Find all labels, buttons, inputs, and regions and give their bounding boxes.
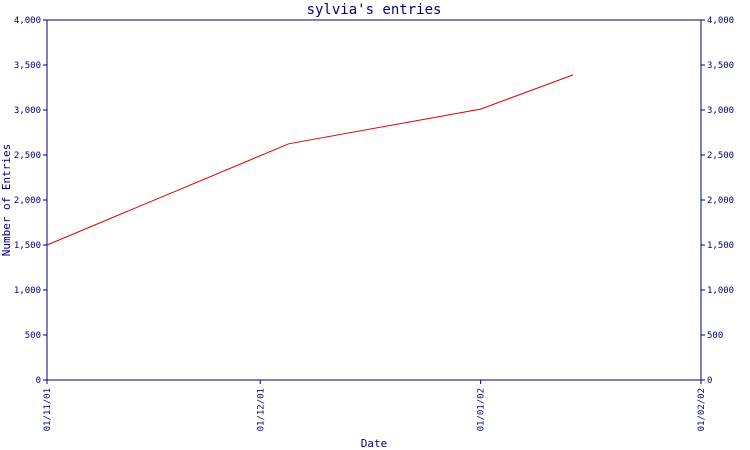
right-y-tick-label: 4,000 xyxy=(707,16,734,26)
series-line xyxy=(46,74,574,246)
left-y-tick-label: 0 xyxy=(36,376,41,386)
x-axis-label: Date xyxy=(361,437,388,450)
left-y-tick-label: 2,500 xyxy=(14,151,41,161)
x-tick-label: 01/01/02 xyxy=(477,388,487,431)
left-y-tick-label: 1,500 xyxy=(14,241,41,251)
x-tick-label: 01/11/01 xyxy=(43,388,53,431)
left-y-tick-label: 500 xyxy=(25,331,41,341)
right-y-tick-label: 500 xyxy=(707,331,723,341)
right-y-tick-label: 2,500 xyxy=(707,151,734,161)
right-y-tick-label: 2,000 xyxy=(707,196,734,206)
right-y-tick-label: 0 xyxy=(707,376,712,386)
x-tick-label: 01/12/01 xyxy=(256,388,266,431)
plot-area xyxy=(46,19,702,381)
x-ticks: 01/11/01 01/12/01 01/01/02 01/02/02 xyxy=(43,380,707,431)
series-group xyxy=(46,74,574,246)
left-y-tick-label: 3,000 xyxy=(14,106,41,116)
right-y-ticks: 0 500 1,000 1,500 2,000 2,500 3,000 3,500 4,000 xyxy=(701,16,734,386)
left-y-tick-label: 1,000 xyxy=(14,286,41,296)
right-y-tick-label: 1,500 xyxy=(707,241,734,251)
right-y-tick-label: 3,000 xyxy=(707,106,734,116)
left-y-ticks: 0 500 1,000 1,500 2,000 2,500 3,000 3,500 4,000 xyxy=(14,16,47,386)
chart-title: sylvia's entries xyxy=(307,2,442,18)
right-y-tick-label: 3,500 xyxy=(707,61,734,71)
left-y-tick-label: 3,500 xyxy=(14,61,41,71)
left-y-tick-label: 2,000 xyxy=(14,196,41,206)
y-axis-label: Number of Entries xyxy=(0,144,13,257)
right-y-tick-label: 1,000 xyxy=(707,286,734,296)
left-y-tick-label: 4,000 xyxy=(14,16,41,26)
x-tick-label: 01/02/02 xyxy=(697,388,707,431)
